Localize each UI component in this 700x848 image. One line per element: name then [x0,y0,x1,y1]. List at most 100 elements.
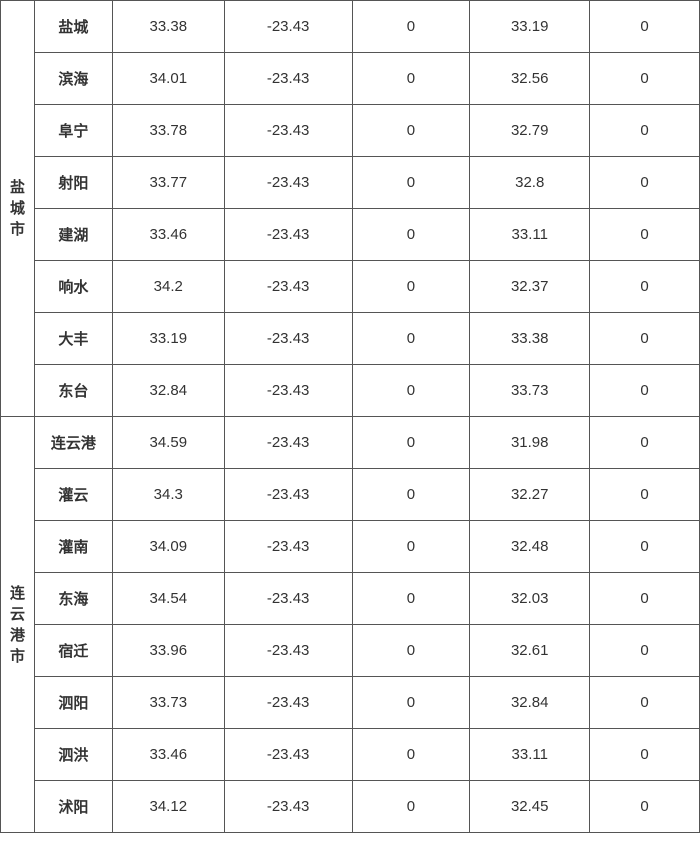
value-cell: 0 [352,209,470,261]
value-cell: 33.46 [112,729,224,781]
value-cell: 0 [590,781,700,833]
value-cell: -23.43 [224,209,352,261]
value-cell: 32.56 [470,53,590,105]
value-cell: 0 [352,365,470,417]
value-cell: 0 [352,677,470,729]
value-cell: 0 [590,625,700,677]
row-name-cell: 东海 [34,573,112,625]
table-row: 盐城市 盐城 33.38 -23.43 0 33.19 0 [1,1,700,53]
table-row: 射阳 33.77 -23.43 0 32.8 0 [1,157,700,209]
value-cell: 0 [590,209,700,261]
value-cell: 0 [352,417,470,469]
value-cell: -23.43 [224,573,352,625]
row-name-cell: 宿迁 [34,625,112,677]
value-cell: 0 [590,677,700,729]
value-cell: 33.19 [470,1,590,53]
value-cell: -23.43 [224,313,352,365]
value-cell: 33.11 [470,729,590,781]
value-cell: -23.43 [224,781,352,833]
value-cell: 32.37 [470,261,590,313]
value-cell: -23.43 [224,53,352,105]
value-cell: 0 [590,521,700,573]
value-cell: -23.43 [224,105,352,157]
table-row: 东台 32.84 -23.43 0 33.73 0 [1,365,700,417]
value-cell: 32.8 [470,157,590,209]
row-name-cell: 泗洪 [34,729,112,781]
row-name-cell: 连云港 [34,417,112,469]
row-name-cell: 东台 [34,365,112,417]
value-cell: 33.11 [470,209,590,261]
table-row: 滨海 34.01 -23.43 0 32.56 0 [1,53,700,105]
value-cell: 0 [590,313,700,365]
row-name-cell: 沭阳 [34,781,112,833]
value-cell: -23.43 [224,625,352,677]
value-cell: 34.2 [112,261,224,313]
value-cell: 0 [590,1,700,53]
value-cell: 0 [352,781,470,833]
value-cell: 0 [352,521,470,573]
value-cell: 0 [352,1,470,53]
value-cell: 0 [352,729,470,781]
value-cell: 34.3 [112,469,224,521]
value-cell: -23.43 [224,729,352,781]
value-cell: 0 [590,105,700,157]
value-cell: 0 [590,417,700,469]
value-cell: 0 [590,365,700,417]
table-row: 沭阳 34.12 -23.43 0 32.45 0 [1,781,700,833]
value-cell: 0 [352,313,470,365]
table-row: 东海 34.54 -23.43 0 32.03 0 [1,573,700,625]
row-name-cell: 射阳 [34,157,112,209]
value-cell: 32.03 [470,573,590,625]
value-cell: -23.43 [224,1,352,53]
group-header-cell: 连云港市 [1,417,35,833]
value-cell: 33.77 [112,157,224,209]
value-cell: 0 [352,261,470,313]
data-table: 盐城市 盐城 33.38 -23.43 0 33.19 0 滨海 34.01 -… [0,0,700,833]
value-cell: 0 [590,157,700,209]
value-cell: -23.43 [224,157,352,209]
value-cell: 32.48 [470,521,590,573]
value-cell: 33.73 [470,365,590,417]
table-row: 宿迁 33.96 -23.43 0 32.61 0 [1,625,700,677]
table-row: 灌云 34.3 -23.43 0 32.27 0 [1,469,700,521]
value-cell: 34.01 [112,53,224,105]
value-cell: -23.43 [224,417,352,469]
table-body: 盐城市 盐城 33.38 -23.43 0 33.19 0 滨海 34.01 -… [1,1,700,833]
table-row: 建湖 33.46 -23.43 0 33.11 0 [1,209,700,261]
row-name-cell: 灌南 [34,521,112,573]
table-row: 大丰 33.19 -23.43 0 33.38 0 [1,313,700,365]
value-cell: 0 [352,157,470,209]
table-row: 泗阳 33.73 -23.43 0 32.84 0 [1,677,700,729]
value-cell: 32.79 [470,105,590,157]
value-cell: 33.96 [112,625,224,677]
value-cell: 32.84 [112,365,224,417]
value-cell: 33.38 [112,1,224,53]
value-cell: -23.43 [224,261,352,313]
row-name-cell: 滨海 [34,53,112,105]
value-cell: 0 [590,729,700,781]
value-cell: 31.98 [470,417,590,469]
row-name-cell: 响水 [34,261,112,313]
value-cell: 33.73 [112,677,224,729]
value-cell: 32.61 [470,625,590,677]
value-cell: 33.19 [112,313,224,365]
value-cell: 0 [352,625,470,677]
table-row: 灌南 34.09 -23.43 0 32.48 0 [1,521,700,573]
value-cell: 0 [590,53,700,105]
row-name-cell: 泗阳 [34,677,112,729]
value-cell: 32.27 [470,469,590,521]
value-cell: 0 [590,261,700,313]
group-header-cell: 盐城市 [1,1,35,417]
value-cell: 0 [352,573,470,625]
value-cell: 0 [352,105,470,157]
row-name-cell: 阜宁 [34,105,112,157]
value-cell: 34.12 [112,781,224,833]
row-name-cell: 建湖 [34,209,112,261]
value-cell: -23.43 [224,469,352,521]
value-cell: 33.78 [112,105,224,157]
value-cell: 34.54 [112,573,224,625]
value-cell: -23.43 [224,677,352,729]
table-row: 阜宁 33.78 -23.43 0 32.79 0 [1,105,700,157]
table-row: 泗洪 33.46 -23.43 0 33.11 0 [1,729,700,781]
value-cell: 32.45 [470,781,590,833]
